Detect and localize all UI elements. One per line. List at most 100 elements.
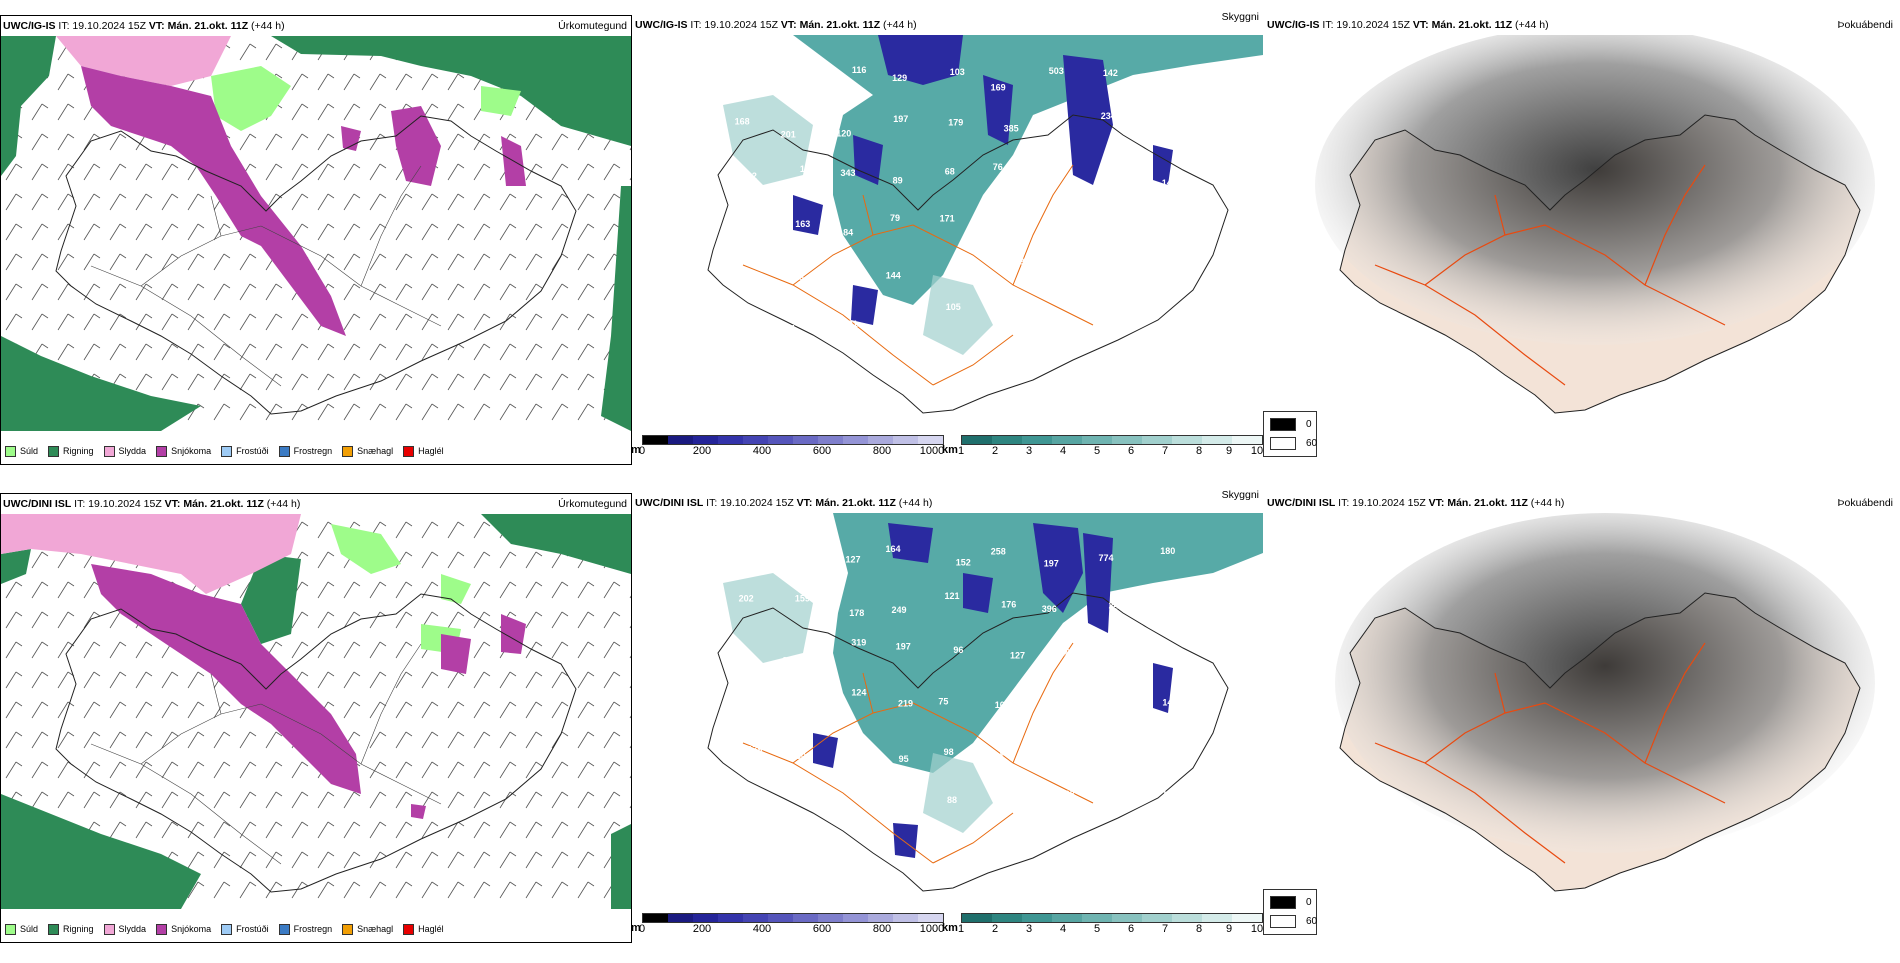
- cloud-base-label: 353: [729, 275, 744, 285]
- cloud-base-label: 10: [1040, 309, 1050, 319]
- colorbar-swatch: [893, 914, 918, 922]
- cloud-base-label: 385: [1004, 123, 1019, 133]
- cloud-base-label: 154: [1055, 160, 1070, 170]
- cloud-base-label: 132: [955, 259, 970, 269]
- precip-type-legend: Súld Rigning Slydda Snjókoma Frostúði Fr…: [5, 920, 454, 938]
- cloud-base-labels: 129 154 127 164 152 258 197 774 180 202 159 178 249 1…: [729, 544, 1178, 845]
- snow-area: [91, 564, 526, 819]
- lead-time: (+44 h): [251, 20, 285, 32]
- model-name: UWC/DINI ISL: [1267, 497, 1336, 509]
- cloud-base-label: 248: [1109, 601, 1124, 611]
- cloud-base-label: 45: [1109, 795, 1119, 805]
- colorbar-swatch: [992, 914, 1022, 922]
- cloud-base-label: 90: [1055, 268, 1065, 278]
- cloud-base-label: 169: [1096, 307, 1111, 317]
- cloud-base-label: 255: [748, 82, 763, 92]
- cloud-base-label: 202: [739, 594, 754, 604]
- cloud-base-label: 204: [1045, 226, 1060, 236]
- cloud-cover-light: [723, 573, 993, 833]
- colorbar-swatch: [893, 436, 918, 444]
- panel-header: UWC/DINI ISL IT: 19.10.2024 15Z VT: Mán.…: [1267, 497, 1893, 511]
- colorbar-unit: km: [942, 922, 958, 934]
- colorbar-swatches: [961, 913, 1263, 923]
- tick-label: 8: [1195, 923, 1203, 935]
- cloud-base-label: 178: [849, 608, 864, 618]
- cloud-base-label: 106: [1113, 213, 1128, 223]
- cloud-base-label: 79: [890, 213, 900, 223]
- legend-item: Slydda: [103, 445, 146, 457]
- sleet-area: [56, 36, 231, 86]
- cloud-base-label: 131: [731, 324, 746, 334]
- colorbar-swatch: [918, 914, 943, 922]
- colorbar-swatch: [868, 436, 893, 444]
- iceland-outline: [55, 593, 577, 893]
- rain-area: [1, 514, 631, 909]
- cloud-base-label: 129: [747, 562, 762, 572]
- tick-label: 8: [1195, 445, 1203, 457]
- cloud-base-label: 201: [843, 319, 858, 329]
- precip-type-map: [1, 36, 631, 431]
- tick-label: 9: [1225, 923, 1233, 935]
- valid-time: VT: Mán. 21.okt. 11Z: [164, 498, 264, 510]
- cloud-base-label: 195: [800, 164, 815, 174]
- panel-header: UWC/IG-IS IT: 19.10.2024 15Z VT: Mán. 21…: [635, 11, 1259, 33]
- cloud-base-label: 102: [1156, 215, 1171, 225]
- colorbar-swatch: [718, 914, 743, 922]
- fog-shading: [1335, 513, 1875, 853]
- cloud-base-label: 93: [1149, 649, 1159, 659]
- tick-label: 10: [1250, 445, 1264, 457]
- cloud-base-label: 85: [1152, 744, 1162, 754]
- panel-title: Úrkomutegund: [558, 20, 627, 32]
- road-network: [90, 643, 442, 865]
- panel-title: Skyggni: [1221, 11, 1259, 23]
- precip-type-panel: UWC/IG-IS IT: 19.10.2024 15Z VT: Mán. 21…: [0, 15, 632, 465]
- cloud-base-label: 58: [897, 785, 907, 795]
- cloud-base-label: 76: [993, 162, 1003, 172]
- colorbar-swatch: [693, 914, 718, 922]
- fog-legend-item: 60: [1270, 915, 1317, 928]
- cloud-base-label: 102: [995, 700, 1010, 710]
- cloud-panel: UWC/IG-IS IT: 19.10.2024 15Z VT: Mán. 21…: [633, 11, 1263, 465]
- cloud-base-label: 45: [850, 736, 860, 746]
- cloud-base-label: 178: [1166, 118, 1181, 128]
- panel-header: UWC/IG-IS IT: 19.10.2024 15Z VT: Mán. 21…: [1267, 19, 1893, 33]
- colorbar-swatch: [1202, 914, 1232, 922]
- cloud-base-label: 42: [732, 791, 742, 801]
- cloud-base-label: 171: [940, 214, 955, 224]
- cloud-base-label: 168: [735, 117, 750, 127]
- cloud-base-label: 361: [782, 71, 797, 81]
- cloud-base-label: 12: [993, 312, 1003, 322]
- model-name: UWC/IG-IS: [1267, 19, 1320, 31]
- colorbar-unit: m: [631, 444, 641, 456]
- cloud-base-labels: 255 361 116 129 103 169 503 142 126 168 201 120 197 1…: [729, 65, 1181, 334]
- legend-item: Frostregn: [278, 445, 332, 457]
- colorbar-swatch: [962, 914, 992, 922]
- panel-title: Þokuábendi: [1837, 19, 1893, 31]
- lead-time: (+44 h): [883, 19, 917, 31]
- colorbar-swatch: [643, 436, 668, 444]
- road-network: [1374, 164, 1726, 386]
- cloud-base-label: 121: [945, 591, 960, 601]
- cloud-base-label: 95: [899, 754, 909, 764]
- tick-label: 9: [1225, 445, 1233, 457]
- colorbar-unit: m: [631, 922, 641, 934]
- init-time: IT: 19.10.2024 15Z: [74, 498, 162, 510]
- legend-item: Súld: [5, 923, 38, 935]
- cloud-base-label: 127: [846, 555, 861, 565]
- fog-map: [1335, 513, 1875, 892]
- panel-title: Skyggni: [1221, 489, 1259, 501]
- sleet-area: [1, 514, 301, 594]
- cloud-base-label: 396: [1042, 604, 1057, 614]
- init-time: IT: 19.10.2024 15Z: [706, 497, 794, 509]
- tick-label: 1: [957, 445, 965, 457]
- legend-item: Haglél: [403, 445, 444, 457]
- drizzle-area: [331, 524, 471, 654]
- legend-item: Frostregn: [278, 923, 332, 935]
- cloud-base-label: 197: [1044, 558, 1059, 568]
- fog-map: [1315, 35, 1875, 414]
- colorbar-swatch: [1112, 436, 1142, 444]
- iceland-outline: [1339, 114, 1861, 414]
- tick-label: 1000: [919, 445, 945, 457]
- snow-area: [81, 66, 526, 336]
- init-time: IT: 19.10.2024 15Z: [1338, 497, 1426, 509]
